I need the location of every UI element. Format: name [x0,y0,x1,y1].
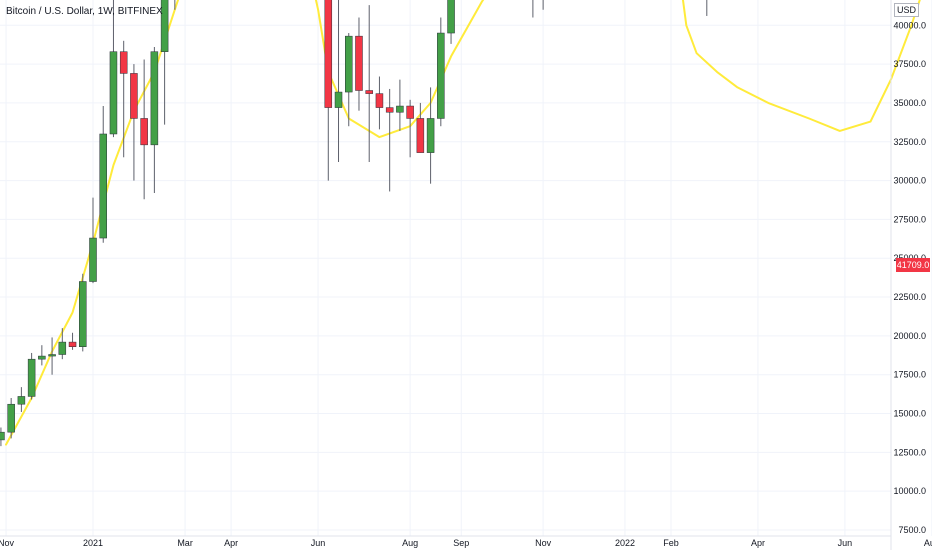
x-tick-label: Sep [453,538,469,548]
candle-body-down [365,90,373,94]
y-tick-label: 27500.0 [893,214,926,224]
x-axis-ticks: Nov 2021 Mar Apr Jun Aug Sep Nov 2022 Feb Apr Jun Au… [0,538,932,548]
drawing-layer [5,0,921,446]
x-tick-label: Nov [0,538,15,548]
x-tick-label: Jun [838,538,853,548]
x-tick-label: Nov [535,538,552,548]
candle-body-up [345,35,353,93]
candle-body-up [7,403,15,433]
x-tick-label: Mar [177,538,193,548]
candles [0,0,708,447]
candle-body-up [38,355,46,360]
candle-body-up [48,354,56,357]
y-tick-label: 35000.0 [893,98,926,108]
candle-body-down [324,0,333,108]
candle-body-up [27,358,36,397]
candle-body-up [79,281,87,347]
candle-body-down [375,93,384,108]
candle-body-up [426,118,435,153]
drawn-curve [5,0,921,446]
y-tick-label: 10000.0 [893,486,926,496]
candle-body-down [385,107,394,113]
candle-body-down [140,118,148,146]
x-tick-label: Apr [224,538,238,548]
candle-body-up [334,91,343,108]
grid-lines [0,0,932,536]
candle-body-up [447,0,455,34]
y-tick-label: 30000.0 [893,176,926,186]
y-tick-label: 40000.0 [893,20,926,30]
x-tick-label: Apr [751,538,765,548]
y-tick-label: 37500.0 [893,59,926,69]
currency-label[interactable]: USD [894,3,920,17]
x-tick-label: 2021 [83,538,103,548]
candle-body-down [406,105,414,119]
candle-body-up [437,32,445,119]
candle-body-down [68,341,77,347]
candle-body-down [416,118,425,153]
candle-body-down [119,51,128,74]
x-tick-label: Aug [924,538,932,548]
y-tick-label: 17500.0 [893,370,926,380]
candle-body-up [58,341,67,355]
axes [0,0,892,550]
candle-body-down [355,35,363,91]
candle-body-up [99,133,107,239]
x-tick-label: Feb [663,538,679,548]
y-tick-label: 32500.0 [893,137,926,147]
x-tick-label: Aug [402,538,418,548]
candle-body-up [89,237,97,282]
candle-body-down [130,73,138,119]
y-tick-label: 15000.0 [893,409,926,419]
y-tick-label: 12500.0 [893,447,926,457]
chart-title: Bitcoin / U.S. Dollar, 1W, BITFINEX [6,6,163,17]
candle-body-up [150,51,159,146]
candle-body-up [109,51,118,135]
y-tick-label: 22500.0 [893,292,926,302]
x-tick-label: Jun [311,538,326,548]
candle-body-up [160,0,169,52]
candle-body-up [0,431,5,441]
y-tick-label: 7500.0 [898,525,926,535]
last-price-badge: 41709.0 [896,258,930,272]
candle-body-up [17,396,26,405]
x-tick-label: 2022 [615,538,635,548]
y-tick-label: 20000.0 [893,331,926,341]
candle-body-up [396,105,404,113]
